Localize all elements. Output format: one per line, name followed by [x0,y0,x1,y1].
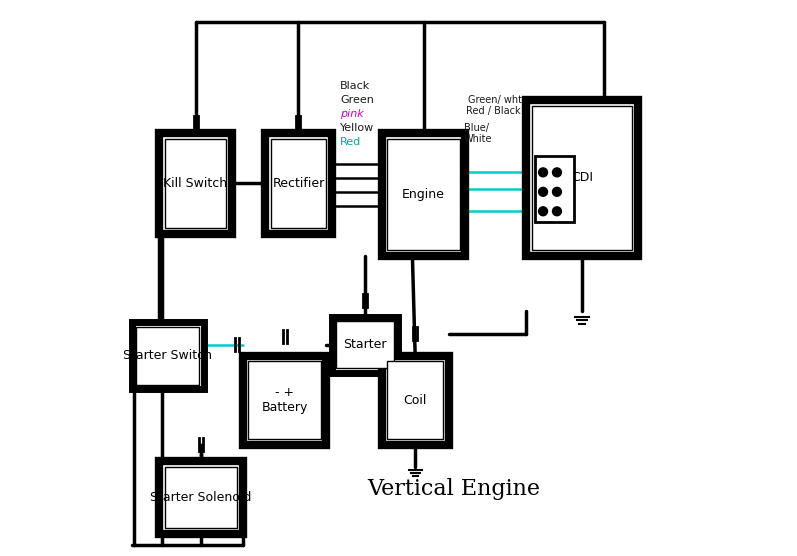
Bar [332,317,398,373]
Text: Red / Black: Red / Black [466,106,521,116]
Circle shape [539,187,548,196]
Text: Green/ wht: Green/ wht [468,95,522,105]
Text: Starter Solenoid: Starter Solenoid [151,491,252,504]
Bar [387,361,443,439]
Text: Starter Switch: Starter Switch [124,349,212,363]
Bar [243,356,326,445]
Bar [535,156,574,222]
Text: Rectifier: Rectifier [273,177,324,190]
Text: Coil: Coil [403,394,427,407]
Circle shape [552,207,561,216]
Text: CDI: CDI [571,171,593,185]
Circle shape [552,168,561,177]
Text: Vertical Engine: Vertical Engine [367,478,540,500]
Text: Blue/
White: Blue/ White [464,123,493,144]
Text: Yellow: Yellow [340,123,375,133]
Bar [136,327,199,385]
Text: Kill Switch: Kill Switch [163,177,228,190]
Bar [165,467,238,528]
Bar [159,461,243,534]
Text: Starter: Starter [344,338,387,351]
Text: Green: Green [340,95,374,105]
Bar [336,321,394,368]
Text: Engine: Engine [402,188,445,201]
Bar [165,139,226,228]
Bar [132,322,204,389]
Text: Red: Red [340,137,361,147]
Circle shape [539,168,548,177]
Bar [159,133,232,234]
Bar [382,133,465,256]
Bar [382,356,449,445]
Text: pink: pink [340,109,364,119]
Bar [532,106,632,250]
Circle shape [552,187,561,196]
Text: Black: Black [340,81,371,91]
Circle shape [539,207,548,216]
Text: - +
Battery: - + Battery [261,386,308,414]
Bar [249,361,320,439]
Bar [265,133,332,234]
Bar [526,100,638,256]
Bar [387,139,460,250]
Bar [271,139,326,228]
